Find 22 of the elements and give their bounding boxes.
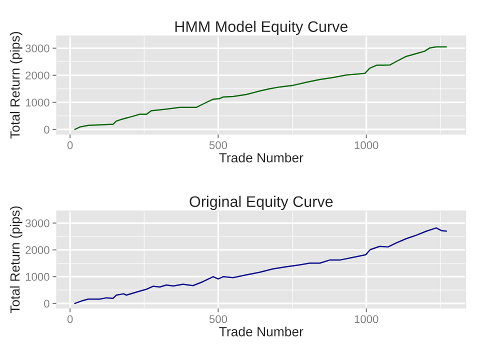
x-tick-label: 0 xyxy=(67,315,73,324)
y-axis-title: Total Return (pips) xyxy=(10,206,22,314)
y-tick-label: 0 xyxy=(44,300,50,308)
chart-title: Original Equity Curve xyxy=(190,196,333,210)
chart-title: HMM Model Equity Curve xyxy=(175,20,348,36)
x-tick-label: 500 xyxy=(209,315,228,324)
line-series xyxy=(74,46,447,130)
y-axis-title: Total Return (pips) xyxy=(10,32,22,139)
x-tick-label: 0 xyxy=(67,141,73,150)
y-tick-label: 1000 xyxy=(26,272,50,281)
y-tick-label: 3000 xyxy=(26,44,50,52)
y-tick-label: 2000 xyxy=(26,72,50,80)
line-series xyxy=(74,227,447,304)
x-tick-label: 1000 xyxy=(354,315,378,324)
y-tick-label: 0 xyxy=(44,126,50,134)
y-tick-label: 3000 xyxy=(26,219,50,228)
x-axis-title: Trade Number xyxy=(219,152,304,162)
y-tick-label: 1000 xyxy=(26,98,50,107)
x-axis-title: Trade Number xyxy=(219,326,304,336)
x-tick-label: 500 xyxy=(209,141,228,150)
y-tick-label: 2000 xyxy=(26,246,50,254)
x-tick-label: 1000 xyxy=(354,141,378,150)
